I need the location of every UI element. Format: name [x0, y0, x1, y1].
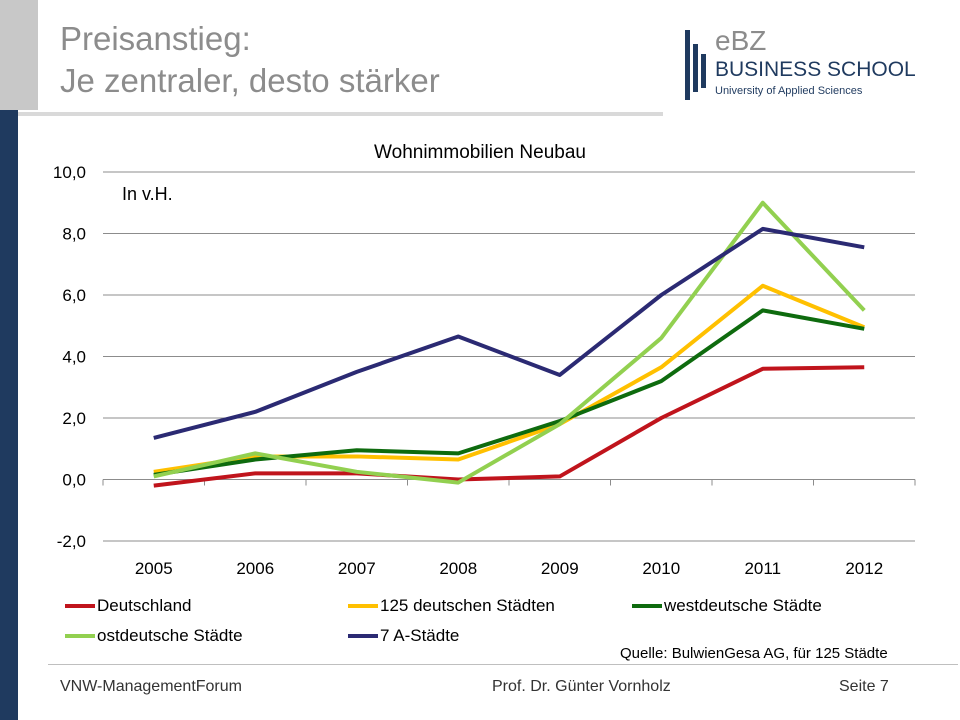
- logo-bar-3: [701, 54, 706, 88]
- y-tick-label: 4,0: [62, 348, 86, 367]
- chart-title: Wohnimmobilien Neubau: [374, 142, 586, 163]
- x-tick-label: 2012: [845, 559, 883, 578]
- series-line-3: [153, 308, 865, 477]
- footer-left: VNW-ManagementForum: [60, 678, 242, 695]
- y-tick-label: 6,0: [62, 286, 86, 305]
- legend-swatch: [348, 634, 378, 638]
- logo-bar-2: [693, 44, 698, 92]
- legend-swatch: [348, 604, 378, 608]
- legend-swatch: [632, 604, 662, 608]
- legend-item: westdeutsche Städte: [632, 596, 822, 616]
- legend-item: 125 deutschen Städten: [348, 596, 555, 616]
- y-tick-label: 0,0: [62, 471, 86, 490]
- logo-bar-1: [685, 30, 690, 100]
- legend-item: ostdeutsche Städte: [65, 626, 243, 646]
- logo-mark: eBZ: [715, 25, 766, 56]
- series-line-2: [153, 283, 866, 474]
- slide-title-line-2: Je zentraler, desto stärker: [60, 62, 440, 99]
- y-tick-label: 2,0: [62, 409, 86, 428]
- y-tick-label: 10,0: [53, 163, 86, 182]
- series-line-5: [153, 226, 865, 440]
- legend-item: Deutschland: [65, 596, 192, 616]
- logo-subtitle: University of Applied Sciences: [715, 85, 863, 97]
- left-accent-bar: [0, 0, 18, 720]
- x-tick-label: 2011: [744, 559, 781, 578]
- legend-label: westdeutsche Städte: [664, 596, 822, 615]
- legend-item: 7 A-Städte: [348, 626, 459, 646]
- x-tick-label: 2006: [236, 559, 274, 578]
- legend-swatch: [65, 604, 95, 608]
- legend-label: 7 A-Städte: [380, 626, 460, 645]
- y-tick-label: -2,0: [57, 532, 86, 551]
- top-gray-block: [0, 0, 38, 110]
- footer-divider: [48, 664, 958, 665]
- series-line-1: [153, 365, 865, 488]
- footer-center: Prof. Dr. Günter Vornholz: [492, 678, 671, 695]
- ebz-logo: eBZ BUSINESS SCHOOL University of Applie…: [685, 25, 916, 100]
- chart-unit-annotation: In v.H.: [122, 184, 173, 204]
- slide-title-line-1: Preisanstieg:: [60, 20, 251, 57]
- footer-right: Seite 7: [839, 678, 889, 695]
- source-note: Quelle: BulwienGesa AG, für 125 Städte: [620, 645, 888, 662]
- logo-name: BUSINESS SCHOOL: [715, 58, 916, 81]
- x-tick-label: 2008: [439, 559, 477, 578]
- legend-label: 125 deutschen Städten: [380, 596, 555, 615]
- y-tick-label: 8,0: [62, 225, 86, 244]
- x-tick-label: 2009: [541, 559, 579, 578]
- x-tick-label: 2005: [135, 559, 173, 578]
- x-tick-label: 2010: [642, 559, 680, 578]
- x-tick-label: 2007: [338, 559, 376, 578]
- legend-label: ostdeutsche Städte: [97, 626, 243, 645]
- legend-swatch: [65, 634, 95, 638]
- legend-label: Deutschland: [97, 596, 192, 615]
- series-line-4: [153, 200, 866, 485]
- title-divider: [18, 112, 663, 116]
